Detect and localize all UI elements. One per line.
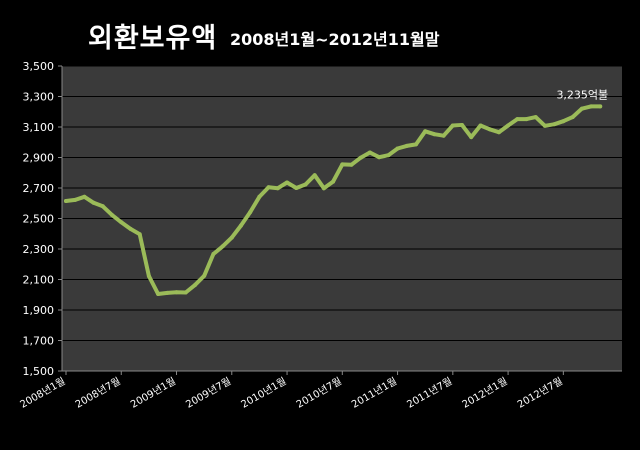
x-tick-label: 2009년1월: [129, 375, 178, 411]
data-point: [192, 283, 197, 288]
y-tick-label: 2,300: [23, 243, 55, 256]
x-tick-label: 2012년1월: [460, 375, 509, 411]
data-point: [496, 130, 501, 135]
data-point: [285, 180, 289, 185]
data-point: [257, 194, 262, 199]
y-tick-label: 3,100: [23, 121, 55, 134]
series-layer: [64, 104, 603, 296]
x-tick-label: 2011년1월: [350, 375, 399, 411]
data-point: [303, 182, 308, 187]
data-point: [478, 123, 483, 128]
y-tick-label: 2,100: [23, 274, 55, 287]
data-point: [450, 123, 455, 128]
data-point: [229, 235, 234, 240]
gridlines: [62, 65, 622, 372]
data-point: [570, 115, 575, 120]
x-tick-label: 2010년7월: [294, 375, 343, 411]
data-point: [202, 273, 207, 278]
y-tick-label: 2,900: [23, 152, 55, 165]
data-point: [64, 199, 68, 203]
y-tick-label: 1,900: [23, 304, 55, 317]
data-point: [312, 173, 317, 178]
data-point: [275, 186, 280, 191]
x-tick-label: 2008년1월: [18, 375, 67, 411]
data-point: [404, 143, 409, 148]
y-tick-label: 3,500: [23, 60, 55, 73]
data-point: [395, 146, 400, 151]
annotations: 3,235억불: [556, 88, 608, 101]
y-tick-label: 2,500: [23, 213, 55, 226]
y-tick-label: 2,700: [23, 182, 55, 195]
data-point: [340, 162, 345, 167]
data-point: [423, 129, 428, 134]
data-point: [183, 290, 188, 295]
data-point: [441, 133, 446, 138]
data-point: [119, 220, 124, 225]
data-point: [542, 123, 547, 128]
data-point: [552, 122, 557, 127]
data-point: [294, 186, 299, 190]
x-tick-label: 2008년7월: [73, 375, 122, 411]
data-point: [110, 213, 115, 218]
data-point: [460, 123, 464, 127]
data-point: [506, 123, 511, 128]
data-point: [598, 104, 603, 109]
data-point: [414, 142, 418, 147]
data-point: [367, 150, 372, 155]
data-point: [156, 292, 161, 296]
x-tick-label: 2010년1월: [239, 375, 288, 411]
data-point: [137, 232, 142, 237]
data-point: [589, 104, 593, 109]
y-tick-label: 3,300: [23, 91, 55, 104]
data-point: [386, 153, 391, 158]
x-tick-label: 2009년7월: [184, 375, 233, 411]
data-label: 3,235억불: [556, 88, 608, 101]
data-point: [349, 162, 354, 167]
data-point: [533, 115, 538, 120]
data-point: [220, 244, 225, 249]
data-point: [248, 210, 253, 215]
data-point: [100, 204, 105, 209]
data-point: [91, 200, 96, 205]
data-point: [469, 135, 474, 140]
chart-subtitle: 2008년1월~2012년11월말: [230, 30, 440, 49]
data-point: [211, 252, 216, 256]
chart-title: 외환보유액: [88, 23, 218, 54]
y-axis: 1,500 1,700 1,900 2,100 2,300 2,500 2,700 2,900…: [23, 60, 63, 378]
data-point: [524, 117, 529, 122]
x-axis: 2008년1월 2008년7월 2009년1월 2009년7월 2010년1월 2010년…: [18, 370, 622, 411]
data-point: [561, 119, 566, 124]
data-point: [146, 274, 151, 279]
data-point: [73, 197, 78, 202]
data-point: [515, 117, 520, 122]
y-tick-label: 1,700: [23, 335, 55, 348]
data-point: [432, 132, 437, 137]
data-point: [358, 155, 363, 160]
data-point: [331, 179, 336, 184]
data-point: [377, 155, 382, 160]
data-point: [487, 127, 492, 132]
data-point: [128, 226, 133, 231]
data-point: [321, 186, 326, 191]
data-point: [82, 194, 87, 199]
y-tick-label: 1,500: [23, 365, 55, 378]
data-point: [266, 185, 271, 190]
data-point: [579, 106, 584, 111]
x-tick-label: 2012년7월: [515, 375, 564, 411]
data-point: [239, 223, 243, 228]
data-point: [165, 290, 170, 295]
data-point: [174, 290, 179, 295]
x-tick-label: 2011년7월: [405, 375, 454, 411]
